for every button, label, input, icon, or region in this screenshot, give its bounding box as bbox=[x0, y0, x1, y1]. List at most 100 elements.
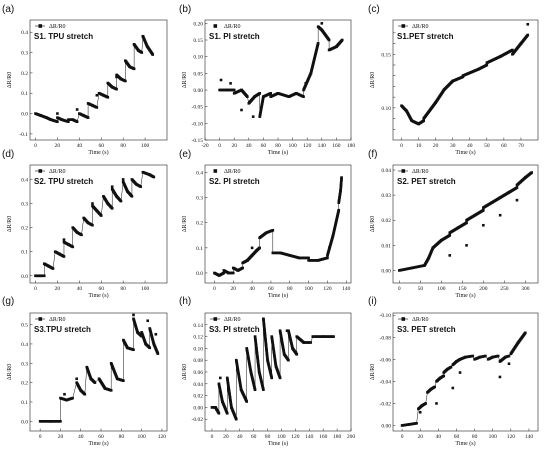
data-segment bbox=[288, 254, 310, 260]
x-tick-label: 100 bbox=[288, 143, 297, 149]
x-tick-label: 70 bbox=[518, 143, 524, 149]
data-segment bbox=[141, 34, 155, 56]
data-segment bbox=[287, 329, 299, 356]
y-tick-label: -0.10 bbox=[380, 313, 392, 319]
step-connector bbox=[120, 181, 124, 202]
data-segment bbox=[400, 421, 418, 427]
data-segment bbox=[515, 171, 533, 187]
axes-frame bbox=[204, 164, 352, 284]
data-segment bbox=[124, 59, 136, 71]
legend-label: ΔR/R0 bbox=[224, 317, 241, 323]
data-segment bbox=[97, 91, 110, 99]
data-segment bbox=[75, 381, 87, 396]
x-tick-label: 80 bbox=[120, 286, 126, 292]
y-tick-label: 0.2 bbox=[21, 381, 28, 387]
x-tick-label: 30 bbox=[450, 143, 456, 149]
x-tick-label: 40 bbox=[249, 286, 255, 292]
y-tick-label: 0.4 bbox=[21, 342, 28, 348]
data-segment bbox=[511, 33, 530, 56]
data-segment bbox=[498, 354, 511, 363]
data-segment bbox=[130, 178, 142, 188]
y-tick-label: 0.0 bbox=[21, 274, 28, 280]
x-tick-label: -20 bbox=[201, 143, 209, 149]
spike-point bbox=[154, 332, 158, 336]
data-point bbox=[156, 352, 160, 355]
x-tick-label: 50 bbox=[418, 286, 424, 292]
data-segment bbox=[232, 88, 249, 98]
step-connector bbox=[140, 172, 144, 187]
x-tick-label: 0 bbox=[39, 434, 42, 440]
x-tick-label: 40 bbox=[78, 434, 84, 440]
y-tick-label: 0.08 bbox=[193, 358, 203, 364]
spike-point bbox=[304, 82, 308, 85]
step-connector bbox=[416, 408, 419, 424]
y-tick-label: 0.2 bbox=[196, 221, 203, 227]
data-segment bbox=[148, 327, 160, 355]
chart-panel: (f) 0 50 100 150 200 250 300 0.00 0.01 0.02 0.03 0.0… bbox=[368, 149, 539, 299]
data-segment bbox=[250, 246, 261, 257]
step-connector bbox=[485, 355, 489, 360]
x-tick-label: 160 bbox=[332, 143, 341, 149]
step-connector bbox=[72, 382, 77, 399]
legend-marker bbox=[38, 317, 43, 321]
spike-point bbox=[91, 202, 94, 205]
y-tick-label: 0.3 bbox=[196, 196, 203, 202]
data-point bbox=[524, 331, 527, 335]
spike-point bbox=[482, 223, 485, 227]
y-axis-label: ΔR/R0 bbox=[7, 216, 13, 233]
spike-point bbox=[328, 246, 331, 250]
spike-point bbox=[435, 402, 438, 405]
chart-panel: (c) 0 10 20 30 40 50 60 70 0.10 0.15 Time (s) ΔR/R0 Δ… bbox=[368, 4, 539, 156]
spike-point bbox=[115, 75, 118, 79]
x-axis-label: Time (s) bbox=[88, 149, 108, 156]
data-point bbox=[337, 208, 341, 212]
y-axis-label: ΔR/R0 bbox=[182, 72, 188, 89]
data-point bbox=[258, 246, 261, 250]
data-segment bbox=[217, 382, 229, 415]
y-axis-label: ΔR/R0 bbox=[370, 364, 376, 381]
x-tick-label: 20 bbox=[417, 434, 423, 440]
y-tick-label: 0.5 bbox=[21, 323, 28, 329]
spike-point bbox=[448, 254, 452, 257]
x-tick-label: 140 bbox=[318, 143, 327, 149]
step-connector bbox=[52, 251, 56, 269]
x-tick-label: 60 bbox=[454, 434, 460, 440]
spike-point bbox=[250, 246, 254, 250]
x-tick-label: 0 bbox=[34, 286, 37, 292]
y-tick-label: 0.3 bbox=[21, 361, 28, 367]
y-tick-label: 0.0 bbox=[21, 419, 28, 425]
spike-point bbox=[262, 317, 265, 321]
chart-panel: (a) 0 20 40 60 80 100 -0.1 0.0 0.1 0.2 0.3 0.4 Time (… bbox=[2, 4, 168, 156]
y-tick-label: 0.20 bbox=[193, 21, 203, 27]
data-segment bbox=[59, 396, 74, 402]
y-tick-label: 0.00 bbox=[193, 405, 203, 411]
legend-marker bbox=[38, 24, 43, 28]
x-tick-label: 0 bbox=[398, 286, 401, 292]
y-tick-label: -0.02 bbox=[380, 401, 392, 407]
panel-label: (i) bbox=[368, 296, 377, 307]
y-tick-label: -0.1 bbox=[19, 132, 28, 138]
x-axis-label: Time (s) bbox=[455, 440, 475, 447]
step-connector bbox=[247, 96, 250, 104]
x-tick-label: 80 bbox=[119, 434, 125, 440]
data-point bbox=[152, 175, 156, 179]
chart-panel: (i) 0 20 40 60 80 100 120 140 0.00 -0.02 -0.04 -0.06… bbox=[368, 296, 539, 447]
y-tick-label: 0.10 bbox=[193, 55, 203, 61]
spike-point bbox=[418, 410, 422, 414]
y-tick-label: 0.1 bbox=[196, 246, 203, 252]
data-segment bbox=[461, 63, 489, 78]
step-connector bbox=[141, 36, 144, 53]
data-segment bbox=[82, 216, 94, 227]
data-point bbox=[482, 208, 485, 212]
data-point bbox=[269, 92, 272, 95]
spike-point bbox=[229, 82, 232, 85]
legend-label: ΔR/R0 bbox=[49, 169, 66, 175]
y-tick-label: 0.00 bbox=[381, 423, 391, 429]
y-tick-label: 0.12 bbox=[193, 335, 203, 341]
x-tick-label: 80 bbox=[275, 143, 281, 149]
step-connector bbox=[96, 93, 100, 108]
x-tick-label: 120 bbox=[291, 434, 300, 440]
spike-point bbox=[132, 43, 136, 46]
chart-panel: (b) -20 0 20 40 60 80 100 120 140 160 180 -0.15 -0.10… bbox=[179, 4, 355, 156]
